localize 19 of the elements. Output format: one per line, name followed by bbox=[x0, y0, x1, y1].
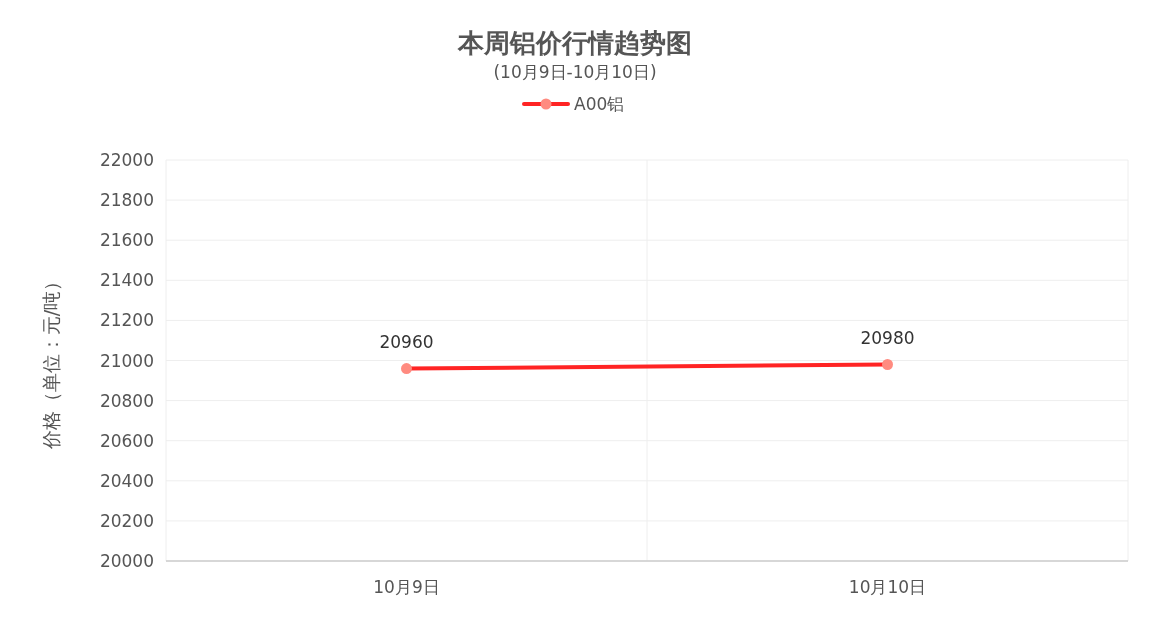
y-tick-label: 21200 bbox=[99, 310, 154, 331]
y-tick-label: 20200 bbox=[99, 510, 154, 531]
y-tick-label: 22000 bbox=[99, 150, 154, 170]
legend-label: A00铝 bbox=[574, 94, 625, 114]
y-tick-label: 20800 bbox=[99, 390, 154, 411]
data-label: 20960 bbox=[379, 331, 434, 352]
chart-subtitle: (10月9日-10月10日) bbox=[493, 62, 657, 82]
y-tick-label: 21000 bbox=[99, 350, 154, 371]
y-tick-label: 21400 bbox=[99, 270, 154, 291]
y-tick-label: 21600 bbox=[99, 230, 154, 251]
y-axis-title: 价格（单位：元/吨） bbox=[40, 271, 62, 451]
y-tick-label: 20600 bbox=[99, 430, 154, 451]
data-label: 20980 bbox=[860, 327, 915, 348]
x-tick-label: 10月9日 bbox=[373, 577, 440, 597]
y-tick-label: 20400 bbox=[99, 470, 154, 491]
x-tick-label: 10月10日 bbox=[848, 577, 927, 597]
y-tick-label: 21800 bbox=[99, 190, 154, 211]
y-tick-label: 20000 bbox=[99, 551, 154, 571]
chart-title: 本周铝价行情趋势图 bbox=[457, 28, 692, 58]
